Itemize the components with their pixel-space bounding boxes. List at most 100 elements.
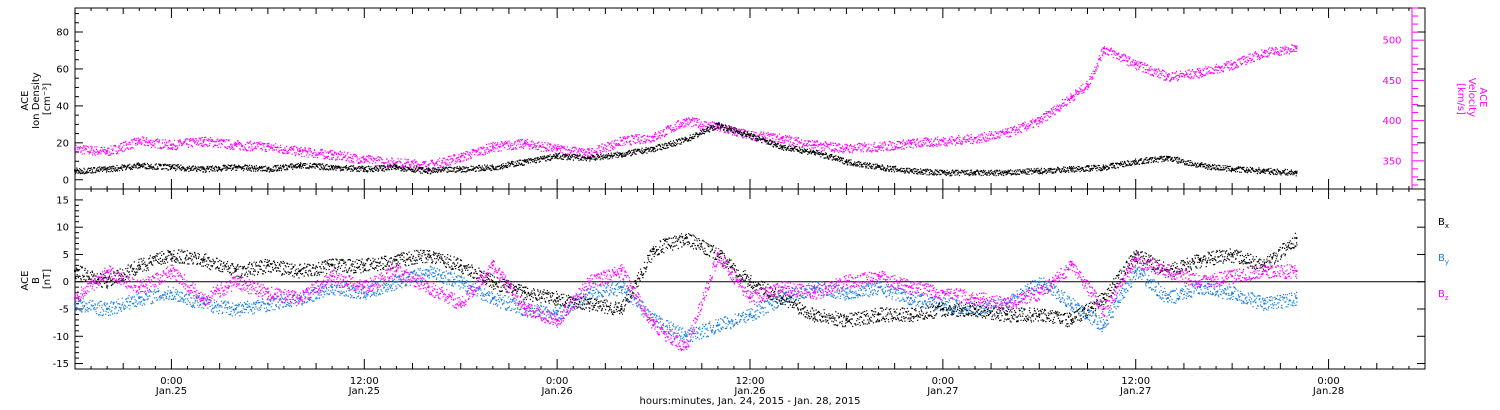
time-tick-label: 12:00 xyxy=(350,376,379,387)
time-axis-labels: 0:00Jan.2512:00Jan.250:00Jan.2612:00Jan.… xyxy=(155,376,1344,397)
date-tick-label: Jan.27 xyxy=(1119,386,1151,397)
bz-point xyxy=(1102,308,1105,310)
bz-point xyxy=(1070,264,1073,267)
bx-point xyxy=(299,269,301,272)
density-point xyxy=(395,165,398,168)
date-tick-label: Jan.28 xyxy=(1312,386,1344,397)
bx-point xyxy=(170,253,173,256)
date-tick-label: Jan.26 xyxy=(733,386,765,397)
density-axis-title-line-2: Ion Density xyxy=(31,72,42,129)
magnetic-field-panel: -15 -10 -5 0 5 10 15 ACE B [nT] Bx By Bz xyxy=(20,188,1449,370)
by-point xyxy=(459,280,462,283)
bx-point xyxy=(106,280,109,283)
date-tick-label: Jan.27 xyxy=(926,386,958,397)
bz-point xyxy=(395,269,398,272)
density-point xyxy=(299,163,301,166)
velocity-point xyxy=(781,137,784,140)
bx-point xyxy=(1038,313,1041,316)
bz-point xyxy=(556,318,559,321)
bz-point xyxy=(684,346,687,349)
velocity-tick-label: 400 xyxy=(1382,116,1401,127)
field-tick-label: 15 xyxy=(56,195,69,206)
by-point xyxy=(1263,302,1266,305)
velocity-point xyxy=(813,143,816,146)
top-panel-frame xyxy=(74,7,1426,190)
velocity-point xyxy=(524,142,526,145)
bx-point xyxy=(266,264,269,267)
top-panel-series xyxy=(74,44,1298,177)
bx-series xyxy=(74,232,1298,328)
velocity-point xyxy=(1134,63,1137,66)
bz-series xyxy=(74,248,1298,351)
bx-point xyxy=(459,264,462,267)
by-point xyxy=(1070,302,1073,305)
density-point xyxy=(781,145,784,148)
bx-point xyxy=(909,313,912,316)
bx-point xyxy=(363,264,366,267)
bx-point xyxy=(652,248,655,250)
field-axis-title-line-1: ACE xyxy=(20,271,31,291)
date-tick-label: Jan.26 xyxy=(540,386,572,397)
density-point xyxy=(1295,171,1298,174)
bz-point xyxy=(170,269,173,272)
density-point xyxy=(1166,156,1169,159)
time-tick-label: 0:00 xyxy=(1317,376,1339,387)
field-axis-title: ACE B [nT] xyxy=(20,267,53,290)
density-point xyxy=(427,169,430,172)
date-tick-label: Jan.25 xyxy=(348,386,380,397)
bz-point xyxy=(524,308,526,310)
bz-point xyxy=(1295,269,1298,272)
density-series xyxy=(74,121,1298,177)
time-tick-label: 0:00 xyxy=(932,376,954,387)
by-point xyxy=(1134,269,1137,272)
density-point xyxy=(202,167,205,170)
density-samples xyxy=(75,121,1298,177)
density-point xyxy=(684,138,687,141)
bz-point xyxy=(1231,275,1234,278)
bz-point xyxy=(845,280,848,283)
velocity-point xyxy=(363,158,366,161)
bx-point xyxy=(138,264,141,267)
by-point xyxy=(845,291,848,294)
density-point xyxy=(331,165,334,168)
velocity-point xyxy=(556,147,559,150)
by-point xyxy=(1231,291,1234,294)
density-tick-label: 80 xyxy=(56,28,69,39)
density-point xyxy=(1070,167,1073,170)
density-point xyxy=(1263,169,1266,172)
velocity-point xyxy=(652,135,655,138)
by-point xyxy=(1295,297,1298,300)
by-point xyxy=(266,302,269,305)
bx-point xyxy=(620,308,623,310)
velocity-point xyxy=(909,142,912,145)
bx-point xyxy=(331,264,334,267)
density-tick-label: 60 xyxy=(56,64,69,75)
by-point xyxy=(620,286,623,289)
bz-point xyxy=(106,269,109,272)
density-velocity-panel: 0 20 40 60 80 350 400 450 500 ACE Ion Density [… xyxy=(20,7,1488,190)
field-axis-title-line-3: [nT] xyxy=(42,269,53,289)
velocity-samples xyxy=(75,44,1298,171)
field-axis-labels: -15 -10 -5 0 5 10 15 xyxy=(53,195,69,370)
by-point xyxy=(909,297,912,300)
bz-point xyxy=(266,291,269,294)
field-axis-title-line-2: B xyxy=(31,277,42,284)
density-axis-title-line-3: [cm⁻³] xyxy=(42,83,53,115)
velocity-point xyxy=(202,139,205,142)
velocity-point xyxy=(1006,131,1009,134)
top-panel-ticks xyxy=(74,7,1426,189)
velocity-point xyxy=(1038,119,1041,122)
bz-point xyxy=(1263,269,1266,272)
bx-point xyxy=(877,313,880,316)
bz-point xyxy=(427,286,430,289)
velocity-point xyxy=(74,147,76,150)
bz-point xyxy=(459,302,462,305)
density-axis-title: ACE Ion Density [cm⁻³] xyxy=(20,69,53,129)
velocity-axis-title: ACE Velocity [km/s] xyxy=(1455,78,1488,120)
bx-point xyxy=(1134,253,1137,256)
time-tick-label: 0:00 xyxy=(546,376,568,387)
bz-point xyxy=(781,286,784,289)
density-point xyxy=(170,165,173,168)
bz-point xyxy=(716,253,719,256)
